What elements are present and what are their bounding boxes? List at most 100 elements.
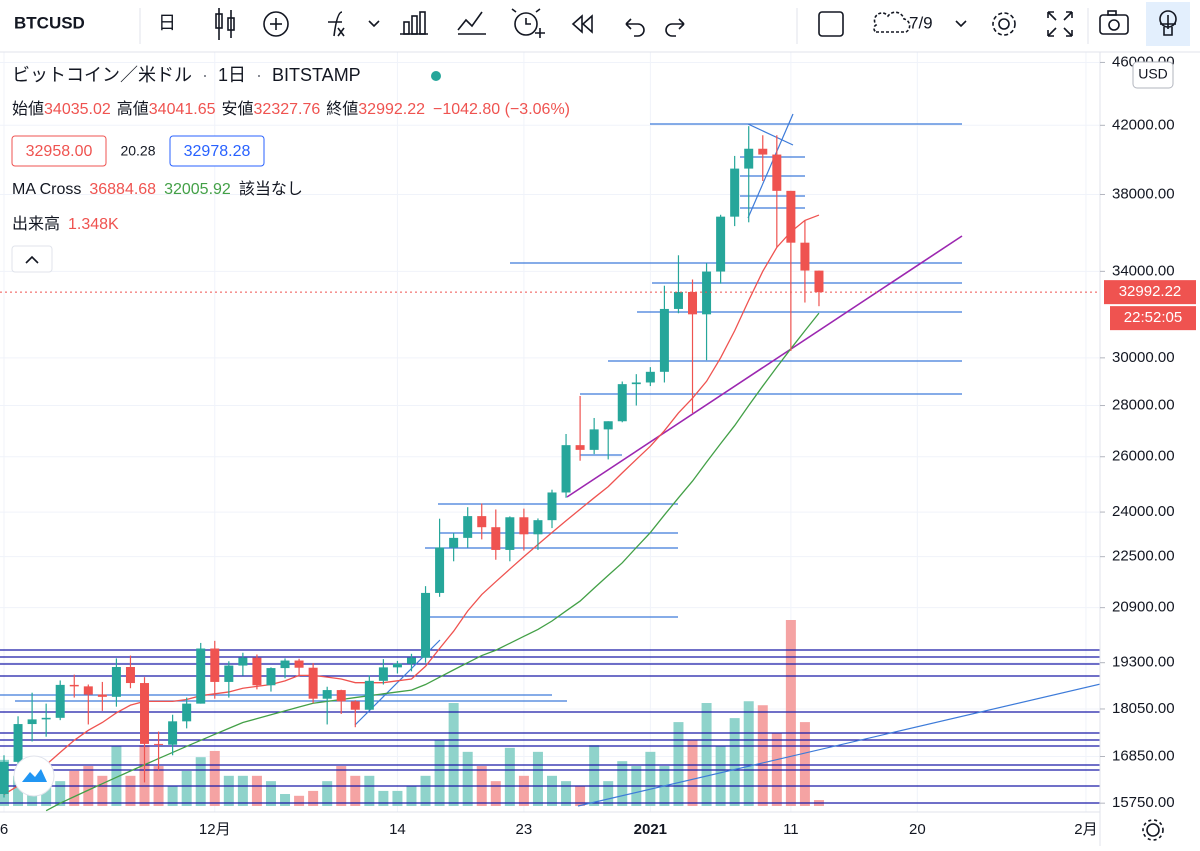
candle-body	[673, 291, 683, 309]
candle-body	[280, 660, 290, 669]
candle-body	[800, 242, 810, 271]
x-tick-label: 12月	[199, 821, 231, 838]
volume-bar	[617, 761, 628, 806]
volume-bar	[462, 751, 473, 806]
compare-icon[interactable]	[457, 11, 486, 35]
settings-corner[interactable]	[1142, 819, 1164, 841]
volume-bar	[785, 620, 796, 806]
candle-body	[533, 520, 543, 535]
volume-bar	[532, 751, 543, 806]
template-icon[interactable]	[400, 11, 428, 35]
layout-icon[interactable]	[818, 11, 844, 37]
candle-body	[266, 668, 276, 686]
candle-body	[154, 743, 164, 745]
buy-box[interactable]	[169, 135, 265, 167]
candle-body	[772, 154, 782, 191]
ask[interactable]: 32978.28	[184, 143, 251, 160]
indicator-add-icon[interactable]	[263, 11, 289, 37]
y-tick-label: 20900.00	[1112, 599, 1175, 616]
y-tick-label: 30000.00	[1112, 349, 1175, 366]
interval-button[interactable]: 日	[158, 13, 176, 33]
volume-bar	[448, 703, 459, 806]
candle-body	[196, 648, 206, 704]
bid[interactable]: 32958.00	[26, 143, 93, 160]
candle-body	[140, 683, 150, 744]
volume-bar	[195, 757, 206, 806]
candle-body	[659, 308, 669, 372]
candle-body	[252, 657, 262, 686]
undo-icon[interactable]	[625, 18, 645, 37]
snapshot-icon[interactable]	[1099, 10, 1129, 35]
collapse-icon	[25, 255, 39, 264]
interval: 1日	[218, 65, 246, 85]
volume-bar	[799, 722, 810, 806]
volume-bar	[504, 747, 515, 806]
candle-body	[406, 657, 416, 664]
candle-body	[716, 216, 726, 272]
market-status	[431, 71, 441, 81]
candle-body	[758, 148, 768, 155]
countdown: 22:52:05	[1124, 309, 1182, 326]
y-tick-label: 28000.00	[1112, 396, 1175, 413]
y-tick-label: 38000.00	[1112, 185, 1175, 202]
candle-body	[435, 547, 445, 593]
function-icon[interactable]	[328, 11, 380, 37]
volume-bar	[757, 705, 768, 806]
candle-body	[322, 690, 332, 699]
candle-body	[41, 717, 51, 720]
candle-body	[603, 421, 613, 430]
volume-bar	[378, 790, 389, 806]
layout-count[interactable]: 7/9	[909, 13, 933, 32]
volume-bar	[392, 790, 403, 806]
candle-body	[491, 527, 501, 550]
volume-bar	[715, 746, 726, 806]
currency[interactable]: USD	[1138, 66, 1168, 82]
axes: 15750.00 16850.00 18050.00 19300.00 20900.00…	[0, 52, 1196, 846]
alert-icon[interactable]	[511, 8, 545, 38]
candle-body	[308, 667, 318, 699]
candle-body	[575, 445, 585, 450]
volume-bar	[97, 775, 108, 806]
collapse-button[interactable]	[11, 245, 53, 273]
volume-bar	[265, 781, 276, 806]
x-tick-label: 23	[516, 821, 533, 838]
candle-body	[730, 168, 740, 217]
currency-box[interactable]	[1132, 61, 1174, 89]
candle-body	[69, 684, 79, 687]
volume-bar	[111, 746, 122, 806]
volume-bar	[251, 775, 262, 806]
candle-body	[547, 492, 557, 521]
volume-bar	[167, 786, 178, 806]
ma-layer	[3, 214, 820, 812]
candle-body	[182, 703, 192, 722]
candle-body	[702, 271, 712, 315]
volume-bar	[420, 775, 431, 806]
cloud-icon[interactable]	[873, 11, 911, 33]
ohlc-row: 始値34035.02 高値34041.65 安値32327.76 終値32992.22…	[12, 100, 570, 118]
replay-icon[interactable]	[571, 14, 593, 34]
y-tick-label: 22500.00	[1112, 548, 1175, 565]
candle-layer	[0, 126, 824, 798]
x-tick-label: 20	[909, 821, 926, 838]
volume-bar	[350, 775, 361, 806]
candle-type-icon[interactable]	[215, 8, 235, 40]
fullscreen-icon[interactable]	[1047, 11, 1073, 37]
legend: ビットコイン／米ドル · 1日 · BITSTAMP 始値34035.02 高値34041…	[11, 65, 570, 273]
symbol[interactable]: BTCUSD	[14, 13, 85, 32]
candle-body	[421, 592, 431, 658]
ma-line	[45, 312, 820, 812]
sell-box[interactable]	[11, 135, 107, 167]
change: −1042.80 (−3.06%)	[433, 101, 570, 118]
candle-body	[449, 537, 459, 548]
settings-icon[interactable]	[992, 12, 1016, 36]
x-tick-label: 6	[0, 821, 8, 838]
volume-bar	[490, 781, 501, 806]
y-tick-label: 24000.00	[1112, 503, 1175, 520]
y-tick-label: 16850.00	[1112, 747, 1175, 764]
candle-body	[210, 648, 220, 682]
candle-body	[224, 665, 234, 682]
volume-bar	[364, 775, 375, 806]
volume-bar	[701, 703, 712, 806]
